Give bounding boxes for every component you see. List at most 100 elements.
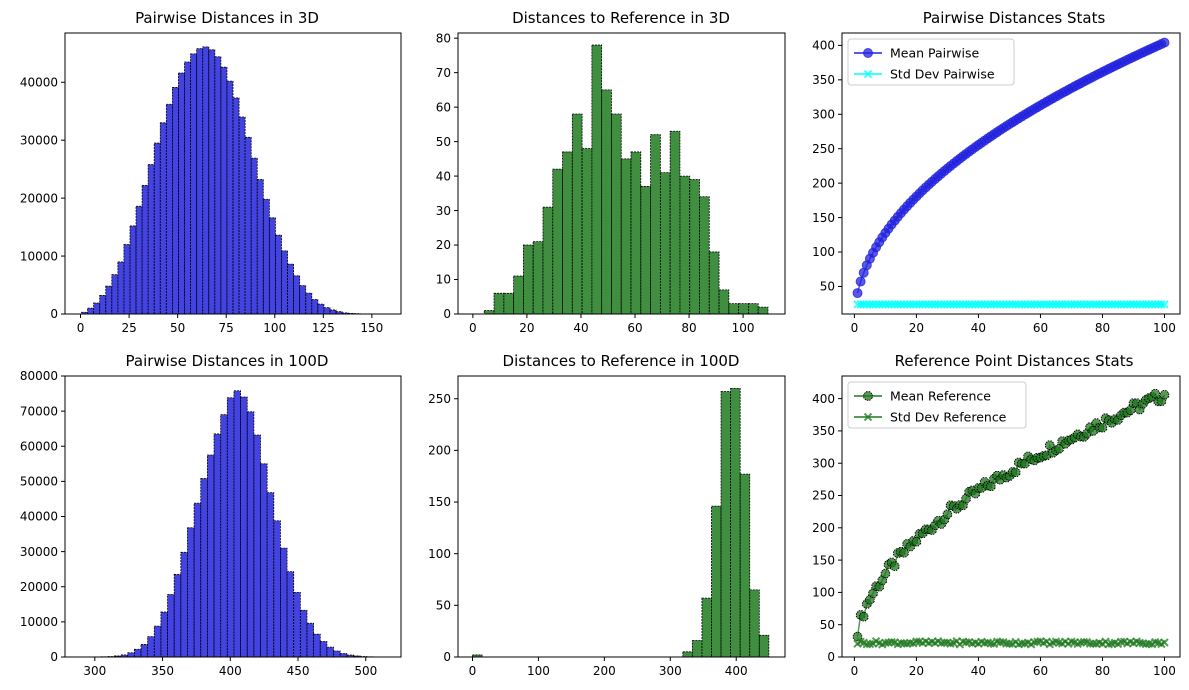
- x-tick-label: 20: [909, 664, 924, 678]
- legend-marker: [863, 69, 873, 79]
- histogram-bar: [105, 285, 113, 315]
- histogram-bar: [173, 574, 182, 658]
- histogram-bar: [650, 134, 661, 315]
- panel-title: Distances to Reference in 3D: [512, 9, 730, 27]
- data-point: [875, 300, 884, 309]
- series-mean-pairwise: [852, 37, 1170, 299]
- x-tick-label: 400: [725, 664, 748, 678]
- y-tick-label: 100: [428, 547, 451, 561]
- data-point: [1150, 300, 1160, 309]
- y-tick-label: 60: [436, 100, 451, 114]
- data-point: [1061, 300, 1070, 309]
- legend-entry: Std Dev Pairwise: [890, 67, 995, 82]
- histogram-bar: [699, 196, 710, 315]
- y-tick-label: 70: [436, 66, 451, 80]
- histogram-bar: [483, 310, 495, 315]
- histogram-bar: [240, 396, 248, 658]
- data-point: [1026, 300, 1036, 309]
- legend-frame: [847, 38, 1015, 86]
- histogram-bar: [190, 53, 198, 315]
- data-point: [1104, 300, 1113, 309]
- data-point: [852, 631, 863, 642]
- data-point: [1144, 300, 1154, 309]
- x-tick-label: 80: [1095, 664, 1110, 678]
- histogram-bar: [196, 48, 204, 315]
- panel-pairwise-3d: Pairwise Distances in 3D 0 25 50 75 100 125 15…: [20, 9, 402, 335]
- histogram-bar: [220, 66, 228, 315]
- data-point: [1064, 300, 1073, 309]
- y-tick-label: 40000: [20, 75, 58, 89]
- data-point: [933, 300, 943, 309]
- y-tick-label: 80: [436, 31, 451, 45]
- histogram-bar: [99, 295, 107, 315]
- data-point: [1159, 37, 1170, 48]
- y-tick-label: 40: [436, 169, 451, 183]
- y-tick-label: 100: [812, 586, 835, 600]
- data-point: [1160, 638, 1169, 647]
- histogram-bar: [232, 97, 240, 315]
- histogram-bar: [339, 653, 348, 658]
- data-point: [1020, 300, 1030, 309]
- y-tick-label: 50: [436, 135, 451, 149]
- axes-frame: [64, 32, 402, 315]
- histogram-bar: [611, 113, 622, 315]
- data-point: [937, 300, 946, 309]
- series-std-dev-reference: [853, 637, 1169, 649]
- histogram-bar: [739, 473, 751, 658]
- data-point: [890, 300, 899, 309]
- x-tick-label: 0: [77, 321, 85, 335]
- data-point: [1030, 300, 1039, 309]
- x-tick-label: 350: [151, 664, 174, 678]
- histogram-bar: [133, 648, 142, 658]
- data-point: [1042, 300, 1051, 309]
- data-point: [1085, 300, 1095, 309]
- histogram-bar: [275, 234, 282, 315]
- histogram-bar: [141, 184, 149, 315]
- histogram-bar: [313, 633, 321, 658]
- y-tick-label: 200: [812, 176, 835, 190]
- x-tick-label: 0: [851, 664, 859, 678]
- data-point: [992, 300, 1002, 309]
- histogram-bar: [571, 113, 583, 315]
- histogram-bar: [256, 179, 264, 315]
- y-tick-label: 200: [428, 444, 451, 458]
- histogram-bar: [552, 168, 563, 315]
- histogram-bar: [220, 414, 228, 658]
- histogram-bar: [200, 478, 208, 658]
- histogram-bar: [293, 591, 301, 658]
- data-point: [880, 568, 891, 579]
- y-tick-label: 150: [812, 553, 835, 567]
- data-point: [1045, 300, 1054, 309]
- data-point: [1159, 390, 1170, 400]
- x-tick-label: 20: [519, 321, 534, 335]
- data-point: [896, 300, 906, 309]
- x-tick-label: 200: [593, 664, 616, 678]
- y-tick-label: 0: [827, 650, 835, 664]
- histogram-bar: [226, 80, 234, 315]
- panel-reference-100d: Distances to Reference in 100D 0 100 200 30…: [428, 352, 786, 678]
- panel-title: Pairwise Distances Stats: [923, 9, 1106, 27]
- histogram-bar: [250, 157, 258, 315]
- legend-marker: [863, 412, 873, 422]
- y-tick-label: 30: [436, 204, 451, 218]
- y-tick-label: 250: [812, 142, 835, 156]
- data-point: [1082, 300, 1092, 309]
- y-tick-label: 350: [812, 424, 835, 438]
- histogram-bar: [260, 463, 268, 658]
- y-tick-label: 100: [812, 245, 835, 259]
- plot-area: [80, 390, 388, 658]
- data-point: [853, 300, 862, 309]
- data-point: [942, 509, 953, 519]
- legend-marker: [863, 391, 873, 401]
- y-tick-label: 40000: [20, 510, 58, 524]
- histogram-bar: [214, 56, 222, 315]
- data-point: [1129, 300, 1138, 309]
- x-tick-label: 400: [219, 664, 242, 678]
- histogram-bar: [244, 136, 252, 315]
- histogram-bar: [728, 303, 740, 315]
- data-point: [878, 300, 887, 309]
- plot-area: Mean Reference Std Dev Reference: [847, 381, 1170, 649]
- y-tick-label: 50: [820, 280, 835, 294]
- x-tick-label: 500: [354, 664, 377, 678]
- x-tick-label: 60: [1033, 321, 1048, 335]
